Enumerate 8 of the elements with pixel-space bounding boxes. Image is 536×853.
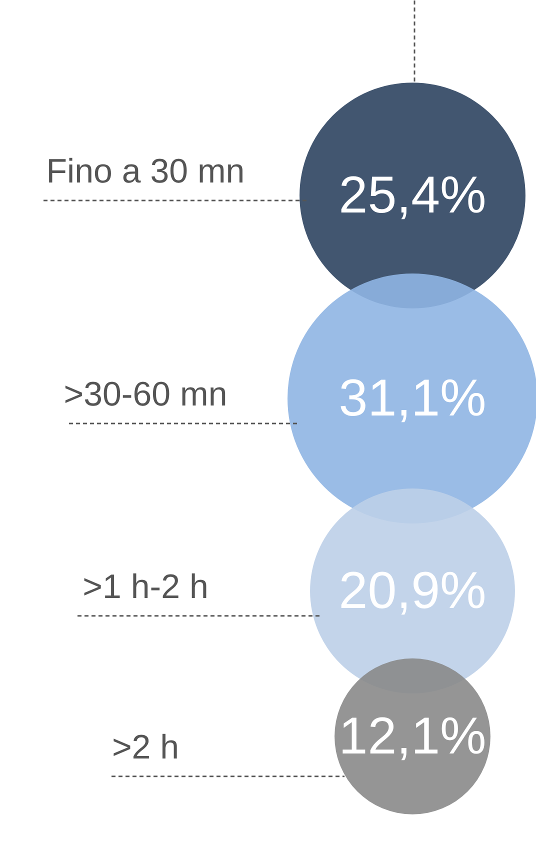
data-label: 25,4%	[338, 166, 486, 224]
category-label: >30-60 mn	[64, 375, 228, 414]
category-label: >2 h	[112, 728, 180, 766]
category-label: >1 h-2 h	[82, 568, 208, 606]
data-label: 31,1%	[338, 369, 486, 428]
category-label: Fino a 30 mn	[46, 152, 245, 190]
data-label: 20,9%	[338, 562, 486, 620]
data-label: 12,1%	[338, 707, 486, 766]
